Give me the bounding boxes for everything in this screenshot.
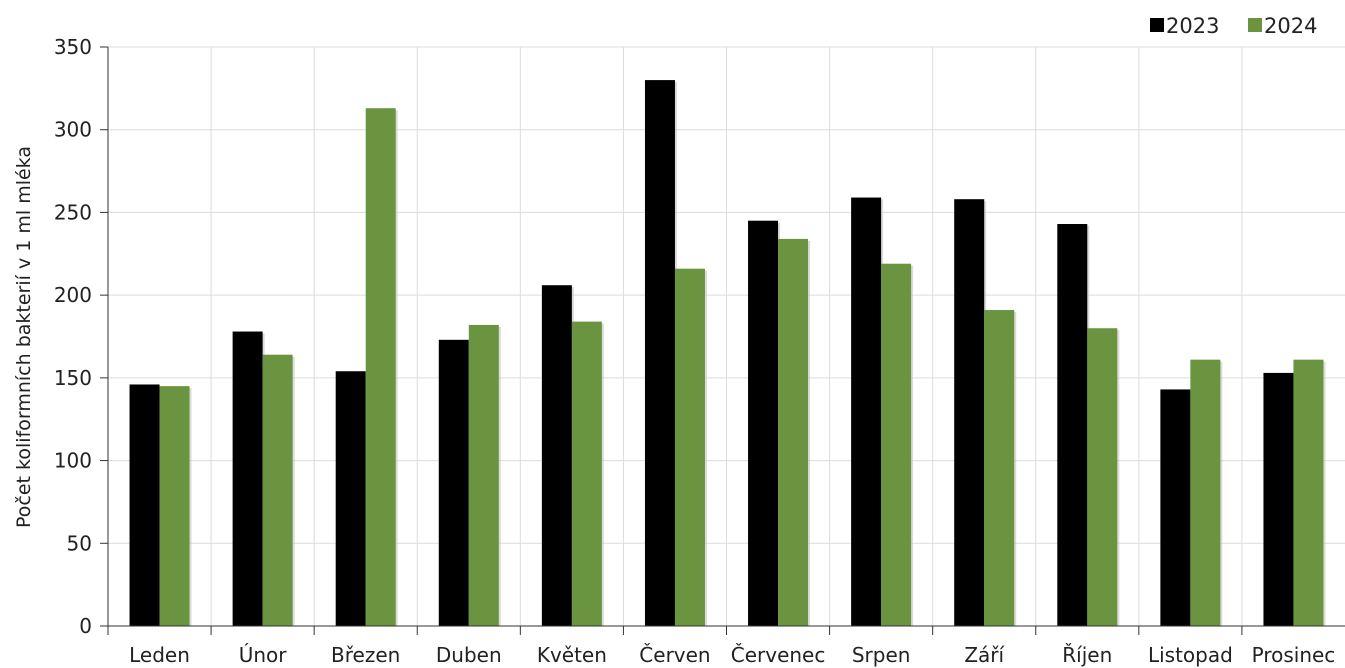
grid-lines (108, 46, 1345, 626)
bar-2024 (674, 268, 705, 626)
bar-2023 (748, 220, 779, 626)
legend: 2023 2024 (1138, 10, 1338, 44)
bar-2023 (1263, 372, 1294, 626)
x-category-label: Červen (639, 643, 710, 667)
bar-2023 (1160, 389, 1191, 626)
legend-label-2024: 2024 (1264, 14, 1317, 38)
bar-2024 (262, 354, 293, 626)
bar-2023 (851, 197, 882, 627)
y-tick-label: 200 (54, 283, 92, 307)
bar-2023 (232, 331, 263, 626)
x-category-label: Březen (331, 643, 400, 667)
axes (100, 46, 1345, 635)
y-tick-labels: 0 50 100 150 200 250 300 350 (54, 35, 92, 638)
x-category-label: Duben (436, 643, 502, 667)
x-category-label: Květen (537, 643, 607, 667)
y-tick-label: 150 (54, 366, 92, 390)
x-category-label: Září (964, 643, 1005, 667)
bar-2024 (881, 263, 912, 626)
y-tick-label: 300 (54, 118, 92, 142)
bar-2024 (1087, 328, 1118, 626)
bar-2023 (129, 384, 160, 626)
x-category-label: Leden (129, 643, 190, 667)
y-tick-label: 250 (54, 200, 92, 224)
x-category-label: Srpen (852, 643, 911, 667)
bar-2024 (365, 108, 396, 627)
x-category-label: Červenec (731, 643, 826, 667)
x-category-label: Listopad (1148, 643, 1233, 667)
legend-label-2023: 2023 (1166, 14, 1219, 38)
bar-2024 (984, 310, 1015, 626)
bar-2023 (335, 371, 366, 626)
y-tick-label: 100 (54, 449, 92, 473)
x-category-label: Říjen (1062, 643, 1112, 667)
bar-2023 (1057, 224, 1088, 626)
bar-2024 (571, 321, 602, 626)
x-category-label: Únor (239, 643, 288, 667)
bar-2024 (468, 324, 499, 626)
bar-2023 (438, 339, 469, 626)
bar-2024 (1190, 359, 1221, 626)
x-category-label: Prosinec (1252, 643, 1336, 667)
bar-2024 (778, 238, 809, 626)
y-tick-label: 50 (67, 531, 92, 555)
bar-2024 (1293, 359, 1324, 626)
bar-2023 (644, 80, 675, 627)
y-tick-label: 0 (79, 614, 92, 638)
bar-2023 (954, 199, 985, 627)
x-category-labels: Leden Únor Březen Duben Květen Červen Červenec… (129, 643, 1335, 667)
legend-swatch-2023 (1150, 18, 1164, 32)
bar-2023 (541, 285, 572, 626)
bars (129, 80, 1326, 627)
bar-2024 (159, 386, 190, 626)
legend-swatch-2024 (1248, 18, 1262, 32)
y-tick-label: 350 (54, 35, 92, 59)
y-axis-title: Počet koliformních bakterií v 1 ml mléka (13, 146, 35, 528)
